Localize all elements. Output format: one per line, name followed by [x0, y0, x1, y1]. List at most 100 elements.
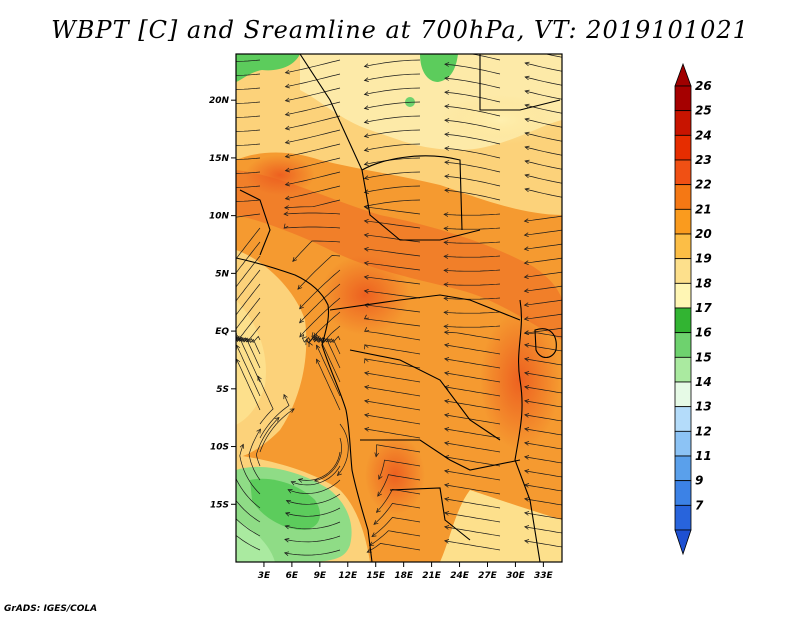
streamline — [236, 59, 261, 62]
streamline-arrowhead — [292, 257, 298, 262]
streamline — [367, 543, 421, 553]
streamline — [444, 386, 501, 397]
streamline — [364, 143, 421, 151]
streamline — [236, 171, 261, 174]
streamline — [364, 358, 421, 369]
streamline — [444, 484, 501, 495]
streamline-arrowhead — [443, 226, 449, 231]
streamline-arrowhead — [366, 548, 372, 553]
streamline — [525, 132, 562, 142]
lake-victoria — [534, 328, 557, 359]
latitude-axis: 20N 15N 10N 5N EQ 5S 10S 15S — [209, 96, 236, 510]
lat-tick-label: EQ — [215, 327, 229, 337]
streamline — [236, 336, 261, 355]
streamline-arrowhead — [225, 342, 229, 347]
streamline — [364, 206, 421, 215]
lat-tick-label: 15S — [210, 500, 229, 510]
streamline — [364, 59, 421, 67]
streamline-arrowhead — [283, 223, 289, 229]
streamline — [285, 143, 341, 158]
streamline-arrowhead — [363, 77, 369, 82]
streamline — [369, 530, 421, 546]
streamline — [285, 507, 341, 517]
streamline-arrowhead — [524, 399, 530, 404]
streamline-arrowhead — [524, 89, 530, 95]
streamline — [444, 269, 501, 272]
streamline-arrowhead — [444, 497, 450, 502]
colorbar-label: 9 — [695, 474, 703, 488]
streamline — [316, 359, 341, 411]
streamline — [302, 311, 341, 344]
streamline — [236, 87, 261, 90]
streamline-arrowhead — [363, 189, 369, 194]
streamline-arrowhead — [204, 184, 208, 188]
streamline-arrowhead — [224, 480, 228, 484]
grads-credit: GrADS: IGES/COLA — [4, 604, 98, 614]
streamline-arrowhead — [363, 147, 369, 152]
streamline-arrowhead — [363, 91, 369, 96]
streamline-arrowhead — [378, 474, 383, 480]
streamline-arrowhead — [364, 371, 370, 376]
streamline — [444, 414, 501, 425]
streamline-arrowhead — [204, 86, 208, 90]
streamline — [364, 248, 421, 257]
streamline-arrowhead — [308, 341, 313, 348]
streamline — [236, 337, 261, 369]
streamline — [284, 226, 341, 229]
streamline-arrowhead — [444, 188, 450, 193]
streamline-arrowhead — [523, 246, 529, 252]
streamline — [364, 220, 421, 229]
streamline — [444, 147, 501, 159]
streamline — [444, 105, 501, 117]
streamline — [444, 133, 501, 145]
streamline — [364, 115, 421, 123]
streamline-arrowhead — [284, 524, 290, 530]
streamline-arrowhead — [364, 399, 370, 404]
streamline — [444, 325, 501, 328]
streamline-arrowhead — [444, 483, 450, 488]
lon-tick-label: 3E — [258, 571, 271, 581]
streamline — [524, 400, 562, 408]
streamline-arrowhead — [364, 344, 369, 350]
streamline-arrowhead — [313, 332, 319, 338]
country-borders — [236, 54, 561, 562]
wbpt-23-region-cameroon — [320, 255, 410, 335]
colorbar-segment — [674, 282, 692, 309]
colorbar-top-arrow — [674, 62, 692, 87]
streamline — [364, 185, 421, 193]
colorbar-segment — [674, 258, 692, 284]
colorbar-segment — [674, 159, 692, 186]
lon-tick-label: 18E — [394, 571, 414, 581]
lat-tick-label: 10N — [209, 212, 230, 222]
streamline-arrowhead — [315, 333, 320, 339]
streamline-arrowhead — [299, 332, 305, 338]
border-north-2 — [361, 155, 463, 231]
streamline — [236, 227, 261, 260]
streamline — [236, 115, 261, 118]
streamline — [525, 118, 562, 128]
streamline — [524, 327, 562, 334]
border-east-1 — [479, 54, 561, 111]
streamline-arrowhead — [445, 49, 449, 53]
streamline-arrowhead — [444, 62, 450, 67]
colorbar-segment — [674, 455, 692, 482]
streamline — [525, 62, 562, 72]
streamline-arrowhead — [444, 132, 450, 137]
streamline — [444, 63, 501, 75]
longitude-axis: 3E 6E 9E 12E 15E 18E 21E 24E 27E 30E 33E — [258, 562, 554, 581]
lon-tick-label: 27E — [478, 571, 498, 581]
streamline — [285, 115, 341, 130]
streamline-arrowhead — [524, 145, 530, 151]
streamline — [364, 234, 421, 243]
colorbar-label: 22 — [695, 178, 712, 192]
wbpt-19-region-southeast — [440, 490, 562, 562]
lon-tick-label: 12E — [338, 571, 358, 581]
colorbar-segment — [674, 307, 692, 334]
colorbar-segment — [674, 381, 692, 408]
wbpt-23-region-north — [245, 155, 315, 195]
streamline — [525, 146, 562, 156]
streamline-arrowhead — [364, 427, 370, 432]
colorbar-label: 26 — [695, 79, 712, 93]
streamline-arrowhead — [290, 481, 296, 486]
streamline — [444, 91, 501, 103]
